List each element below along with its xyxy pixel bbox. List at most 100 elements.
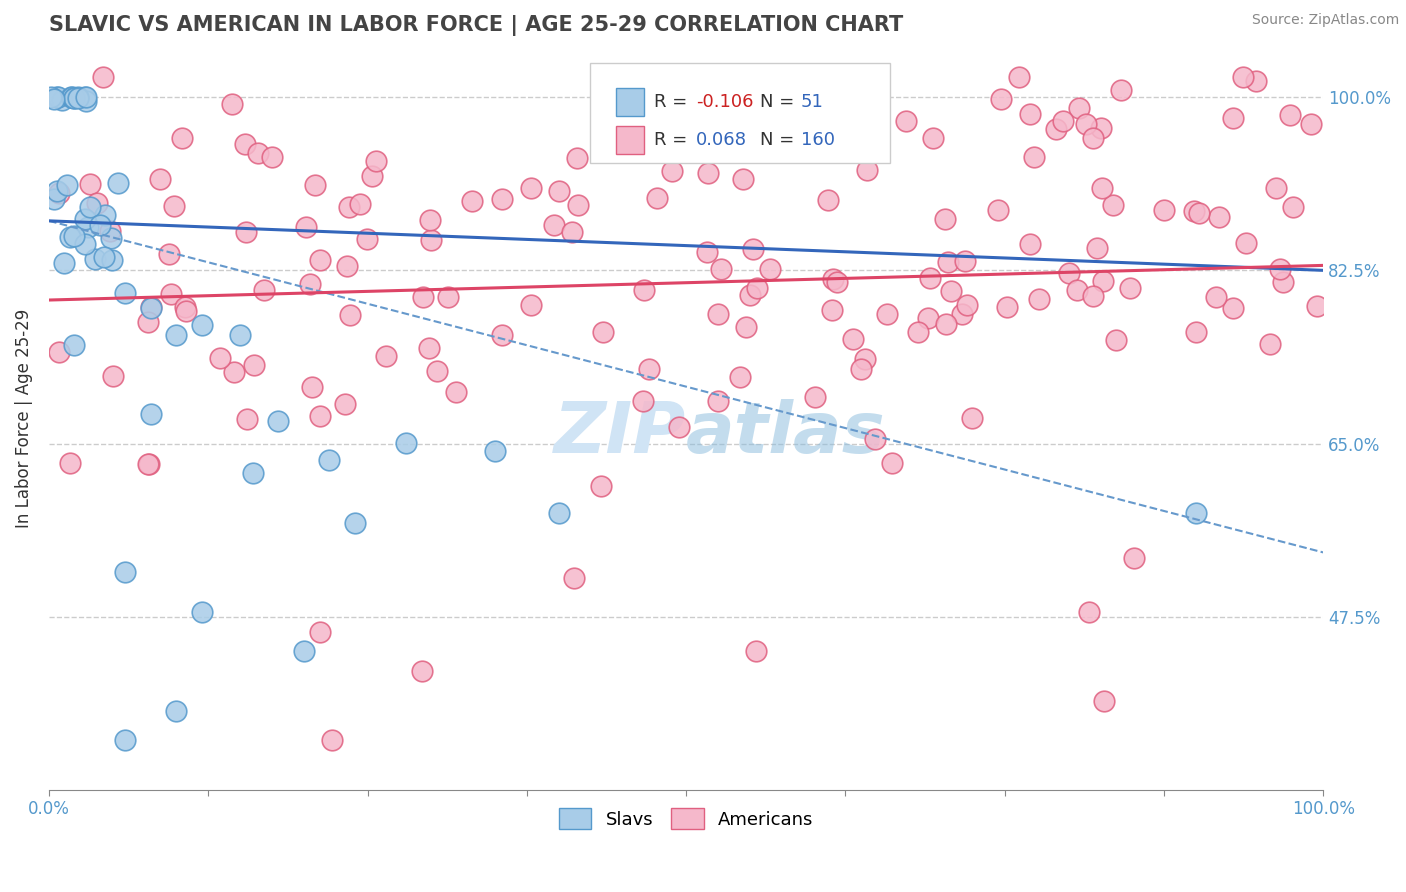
Point [301, 380, 323, 394]
Point [547, 184, 569, 198]
Point [412, 290, 434, 304]
Point [93, 70, 115, 85]
Point [267, 414, 290, 428]
Point [1102, 198, 1125, 212]
Point [242, 467, 264, 481]
Point [894, 114, 917, 128]
Point [1052, 114, 1074, 128]
Point [298, 277, 321, 292]
Point [336, 260, 359, 274]
Point [79, 177, 101, 191]
Point [1246, 74, 1268, 88]
Point [343, 516, 366, 530]
Point [922, 131, 945, 145]
Point [173, 300, 195, 314]
Point [308, 624, 330, 639]
Point [1184, 506, 1206, 520]
Text: N =: N = [761, 131, 800, 149]
Point [100, 253, 122, 268]
Point [849, 362, 872, 376]
Point [55, 178, 77, 193]
Point [138, 458, 160, 472]
Point [707, 307, 730, 321]
Point [51, 93, 73, 107]
Point [339, 308, 361, 322]
Point [419, 233, 441, 247]
Point [79, 200, 101, 214]
Point [86, 196, 108, 211]
Point [426, 364, 449, 378]
Point [174, 304, 197, 318]
Point [139, 301, 162, 315]
Point [235, 225, 257, 239]
Text: ZIP: ZIP [554, 399, 686, 468]
Text: R =: R = [654, 131, 693, 149]
Point [114, 565, 136, 579]
Point [1045, 122, 1067, 136]
Point [860, 137, 883, 152]
Point [1301, 117, 1323, 131]
Point [1234, 235, 1257, 250]
Point [418, 342, 440, 356]
Point [48, 344, 70, 359]
Point [437, 290, 460, 304]
Text: 160: 160 [801, 131, 835, 149]
Point [1185, 326, 1208, 340]
Point [631, 394, 654, 409]
Point [1119, 281, 1142, 295]
Point [309, 252, 332, 267]
Point [1028, 293, 1050, 307]
Point [160, 286, 183, 301]
Point [1278, 107, 1301, 121]
Point [366, 154, 388, 169]
Point [734, 319, 756, 334]
Point [1078, 605, 1101, 619]
Point [136, 457, 159, 471]
Point [63, 228, 86, 243]
Point [804, 390, 827, 404]
Point [759, 262, 782, 277]
Point [318, 453, 340, 467]
Point [100, 231, 122, 245]
Point [339, 200, 361, 214]
Point [1091, 180, 1114, 194]
Point [170, 130, 193, 145]
Point [876, 307, 898, 321]
Point [637, 361, 659, 376]
FancyBboxPatch shape [616, 88, 644, 117]
Point [1008, 70, 1031, 85]
Point [709, 261, 731, 276]
Point [696, 166, 718, 180]
Point [304, 178, 326, 192]
Point [107, 177, 129, 191]
Point [661, 163, 683, 178]
Point [543, 218, 565, 232]
Point [75, 237, 97, 252]
Point [918, 271, 941, 285]
Point [853, 351, 876, 366]
Point [114, 285, 136, 300]
Point [419, 213, 441, 227]
Point [685, 98, 707, 112]
Point [987, 202, 1010, 217]
Point [821, 303, 844, 318]
Point [823, 272, 845, 286]
FancyBboxPatch shape [616, 126, 644, 154]
Point [93, 250, 115, 264]
Point [842, 332, 865, 346]
Point [63, 91, 86, 105]
Point [60, 90, 83, 104]
Point [519, 298, 541, 312]
Point [1222, 112, 1244, 126]
Point [939, 284, 962, 298]
Point [52, 256, 75, 270]
Point [1182, 204, 1205, 219]
Point [730, 369, 752, 384]
Point [84, 252, 107, 266]
Point [46, 184, 69, 198]
Point [668, 419, 690, 434]
Point [246, 146, 269, 161]
Point [1074, 118, 1097, 132]
Text: 0.068: 0.068 [696, 131, 747, 149]
Point [1208, 211, 1230, 225]
